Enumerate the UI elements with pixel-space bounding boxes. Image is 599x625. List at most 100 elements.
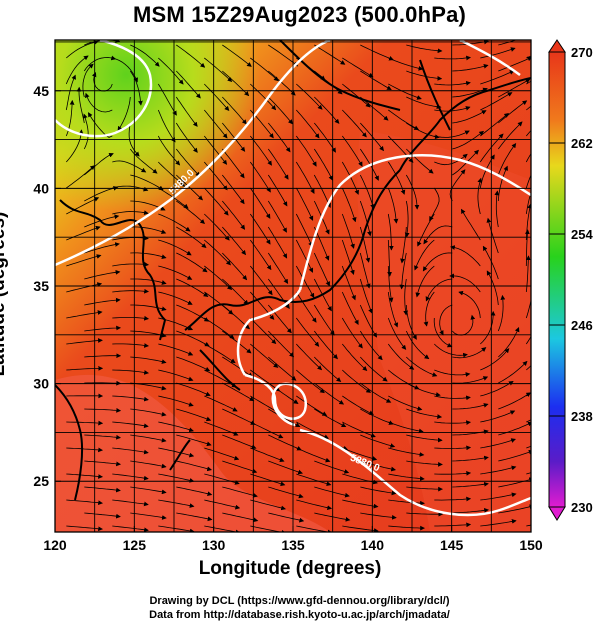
streamline — [449, 273, 481, 293]
streamline — [130, 408, 167, 417]
streamline — [525, 129, 531, 137]
streamline — [158, 395, 194, 407]
streamline — [387, 187, 399, 224]
streamline — [158, 161, 186, 188]
streamline — [176, 252, 208, 273]
streamline — [83, 55, 117, 72]
streamline — [84, 242, 120, 254]
streamline — [341, 187, 357, 223]
streamline — [403, 278, 409, 316]
streamline — [295, 265, 315, 299]
streamline — [204, 187, 229, 216]
streamline — [66, 338, 103, 345]
streamline — [221, 174, 245, 205]
streamline — [342, 369, 372, 393]
streamline — [480, 410, 516, 423]
credit-data: Data from http://database.rish.kyoto-u.a… — [149, 609, 450, 621]
streamline — [498, 449, 531, 462]
streamline — [360, 408, 394, 425]
streamline — [342, 499, 379, 509]
streamline — [176, 382, 211, 397]
streamline — [314, 382, 345, 405]
streamline — [498, 392, 531, 410]
streamline — [176, 278, 209, 297]
streamline — [268, 356, 297, 381]
streamline — [439, 304, 453, 336]
streamline — [158, 265, 193, 280]
streamline — [176, 330, 210, 347]
streamline — [296, 499, 333, 511]
streamline — [130, 252, 167, 260]
streamline — [112, 160, 147, 173]
streamline — [480, 310, 496, 345]
streamline — [415, 265, 435, 298]
colorbar-tick-label: 254 — [571, 227, 593, 242]
streamline — [314, 356, 342, 383]
streamline — [112, 261, 149, 267]
streamline — [314, 486, 350, 498]
streamline — [498, 360, 528, 384]
streamline — [158, 213, 191, 232]
streamline — [221, 148, 245, 179]
streamline — [497, 294, 506, 332]
streamline — [498, 477, 531, 488]
streamline — [84, 407, 122, 413]
streamline — [176, 434, 212, 447]
streamline — [204, 447, 240, 461]
colorbar-tick-label: 262 — [571, 136, 593, 151]
streamline — [452, 63, 489, 72]
streamline — [359, 226, 371, 263]
y-tick-label: 30 — [33, 376, 49, 392]
streamline — [112, 288, 149, 294]
x-axis-ticks: 120 125 130 135 140 145 150 — [43, 526, 543, 553]
streamline — [405, 330, 430, 360]
colorbar-tick-label: 246 — [571, 318, 593, 333]
streamline — [203, 135, 228, 165]
streamline — [498, 56, 531, 72]
streamline — [296, 473, 332, 486]
streamline — [341, 343, 368, 372]
streamline — [314, 460, 350, 474]
streamline — [249, 135, 272, 166]
streamline — [359, 174, 375, 210]
streamline — [399, 252, 407, 290]
streamline — [313, 252, 330, 287]
streamline — [404, 200, 410, 238]
streamline — [342, 447, 378, 461]
streamline — [406, 356, 438, 377]
streamline — [341, 239, 355, 275]
streamline — [250, 343, 279, 368]
streamline — [250, 473, 286, 487]
colorbar-bottom-arrow — [548, 506, 566, 521]
streamline — [314, 512, 351, 522]
streamline — [477, 177, 483, 215]
streamline — [452, 507, 489, 514]
streamline — [158, 239, 192, 256]
streamline — [204, 499, 241, 510]
streamline — [112, 447, 149, 455]
streamline — [66, 447, 103, 453]
streamline — [176, 460, 212, 472]
streamline — [176, 356, 211, 372]
streamline — [341, 265, 356, 301]
streamline — [296, 83, 323, 110]
streamline — [360, 44, 394, 61]
streamline — [525, 335, 531, 345]
streamline — [480, 519, 517, 527]
streamline — [360, 382, 392, 403]
streamline — [486, 270, 499, 306]
streamline — [84, 297, 121, 306]
streamline — [359, 252, 371, 289]
x-tick-label: 150 — [519, 537, 543, 553]
streamline — [250, 317, 277, 345]
streamline — [341, 317, 363, 349]
streamline — [458, 290, 481, 319]
streamline — [222, 460, 258, 474]
streamline — [66, 420, 104, 426]
streamline — [387, 239, 392, 277]
streamline — [525, 190, 531, 215]
streamline — [84, 512, 121, 519]
streamline — [498, 100, 528, 124]
streamline — [387, 291, 399, 328]
colorbar-top-arrow — [548, 39, 566, 53]
